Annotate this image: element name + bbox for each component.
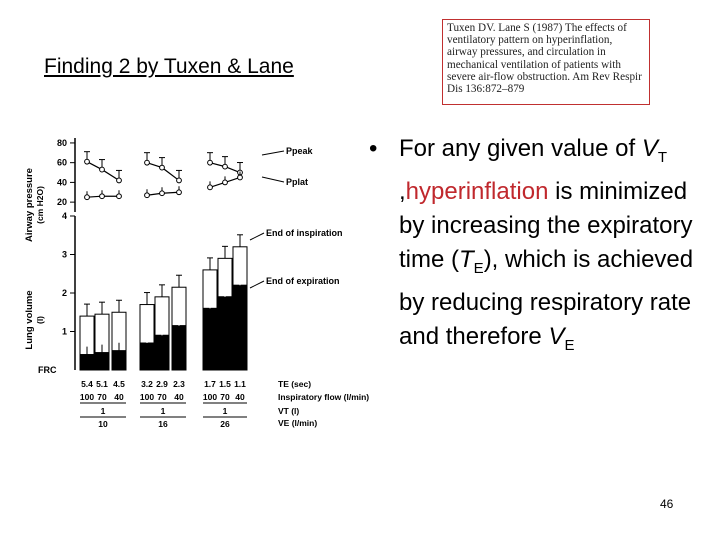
te-value: 3.2: [141, 379, 153, 389]
pplat-arrow: [261, 176, 285, 183]
flow-label: Inspiratory flow (l/min): [278, 392, 369, 402]
te-value: 5.4: [81, 379, 93, 389]
end-insp-arrow: [249, 232, 265, 241]
volume-ytick-label: 1: [62, 327, 67, 337]
bullet-part-2: ,: [399, 177, 406, 205]
pplat-point: [144, 192, 150, 199]
end-expiration-bar: [94, 352, 110, 371]
ve-value: 16: [158, 419, 168, 429]
te-value: 5.1: [96, 379, 108, 389]
end-expiration-bar: [202, 307, 218, 371]
pplat-point: [222, 179, 228, 186]
vt-subscript: T: [657, 148, 667, 166]
end-expiration-bar: [232, 284, 248, 371]
ve-label: VE (l/min): [278, 418, 317, 428]
flow-value: 100: [140, 392, 154, 402]
pplat-point: [207, 184, 213, 191]
pressure-ytick-label: 80: [57, 138, 67, 148]
ppeak-label: Ppeak: [286, 146, 314, 156]
ve-subscript: E: [564, 336, 575, 354]
volume-ytick-label: 3: [62, 250, 67, 260]
pplat-point: [116, 193, 122, 200]
volume-ytick-label: 4: [62, 211, 67, 221]
bullet-part-3: is minimized by increasing the expirator…: [399, 177, 693, 273]
volume-yunit: (l): [35, 316, 45, 324]
end-expiration-bar: [79, 354, 95, 371]
pressure-ytick-label: 60: [57, 158, 67, 168]
pplat-point: [99, 193, 105, 200]
end-expiration-bar: [171, 325, 187, 371]
flow-value: 40: [174, 392, 184, 402]
pplat-point: [159, 190, 165, 197]
vt-value: 1: [223, 406, 228, 416]
flow-value: 70: [97, 392, 107, 402]
pressure-ylabel: Airway pressure: [24, 168, 35, 242]
te-value: 1.5: [219, 379, 231, 389]
bullet-part-4: ), which is achieved by reducing respira…: [399, 245, 694, 350]
hyperinflation-term: hyperinflation: [405, 177, 549, 205]
tuxen-lane-figure: Airway pressure (cm H2O) Lung volume (l)…: [24, 138, 369, 429]
ppeak-point: [116, 177, 122, 184]
vt-value: 1: [101, 406, 106, 416]
bullet-text: For any given value of VT ,hyperinflatio…: [399, 132, 717, 362]
end-exp-label: End of expiration: [266, 276, 340, 286]
vt-symbol: V: [641, 135, 658, 162]
pressure-yunit: (cm H2O): [35, 186, 45, 224]
pressure-ytick-label: 40: [57, 177, 67, 187]
flow-value: 70: [220, 392, 230, 402]
ppeak-point: [222, 163, 228, 170]
volume-ytick-label: 2: [62, 288, 67, 298]
ppeak-point: [159, 164, 165, 171]
citation-box: Tuxen DV. Lane S (1987) The effects of v…: [442, 19, 650, 105]
page-number: 46: [660, 497, 674, 511]
end-expiration-bar: [139, 342, 155, 371]
flow-value: 100: [80, 392, 94, 402]
pressure-ytick-label: 20: [57, 197, 67, 207]
te-value: 1.7: [204, 379, 216, 389]
ppeak-point: [84, 158, 90, 165]
bullet-part-1: For any given value of: [399, 135, 642, 162]
te-subscript: E: [473, 259, 484, 277]
end-expiration-bar: [217, 296, 233, 371]
flow-value: 40: [235, 392, 245, 402]
volume-ylabel: Lung volume: [24, 290, 35, 349]
flow-value: 40: [114, 392, 124, 402]
te-value: 2.9: [156, 379, 168, 389]
te-label: TE (sec): [278, 379, 311, 389]
te-value: 4.5: [113, 379, 125, 389]
end-expiration-bar: [111, 350, 127, 371]
ppeak-point: [144, 159, 150, 166]
bullet-point: • For any given value of VT ,hyperinflat…: [369, 132, 717, 362]
frc-label: FRC: [38, 365, 57, 375]
te-value: 2.3: [173, 379, 185, 389]
pplat-point: [237, 174, 243, 181]
vt-label: VT (l): [278, 406, 299, 416]
ppeak-point: [207, 159, 213, 166]
ve-symbol: V: [548, 322, 565, 350]
ppeak-point: [99, 166, 105, 173]
ppeak-arrow: [261, 150, 285, 156]
flow-value: 70: [157, 392, 167, 402]
end-expiration-bar: [154, 334, 170, 371]
bullet-marker: •: [369, 135, 378, 162]
flow-value: 100: [203, 392, 217, 402]
vt-value: 1: [161, 406, 166, 416]
slide-title: Finding 2 by Tuxen & Lane: [44, 55, 294, 78]
ve-value: 10: [98, 419, 108, 429]
ve-value: 26: [220, 419, 230, 429]
pplat-point: [176, 189, 182, 196]
pplat-point: [84, 194, 90, 201]
te-value: 1.1: [234, 379, 246, 389]
end-exp-arrow: [249, 280, 265, 289]
pplat-label: Pplat: [286, 177, 308, 187]
end-insp-label: End of inspiration: [266, 228, 343, 238]
te-symbol: T: [459, 245, 474, 273]
ppeak-point: [176, 177, 182, 184]
